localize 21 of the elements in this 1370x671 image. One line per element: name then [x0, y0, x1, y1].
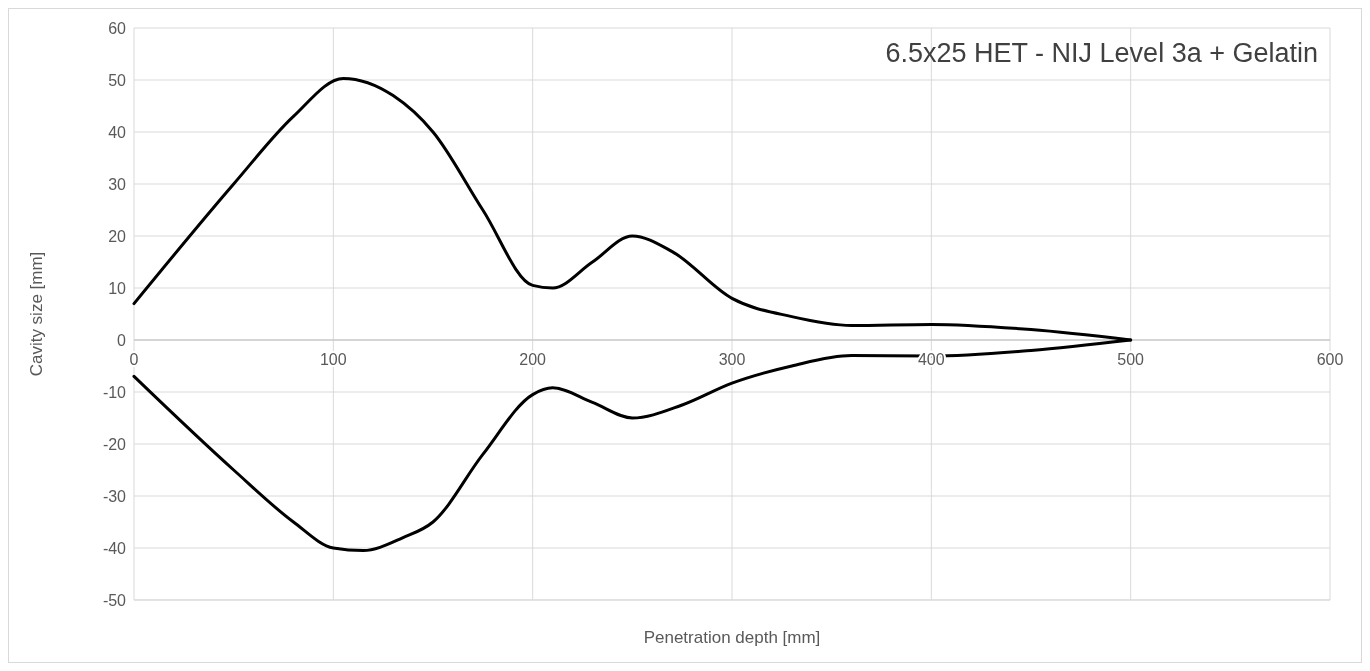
y-tick-label: -50 [102, 591, 127, 609]
y-tick-label: 10 [108, 279, 127, 297]
x-tick-label: 500 [1117, 351, 1145, 369]
x-tick-label: 200 [519, 351, 547, 369]
x-tick-label: 600 [1316, 351, 1344, 369]
y-tick-label: -20 [102, 435, 127, 453]
x-tick-label: 0 [129, 351, 139, 369]
y-tick-label: 0 [117, 331, 127, 349]
y-axis-title: Cavity size [mm] [27, 251, 46, 377]
y-tick-label: 50 [108, 71, 127, 89]
chart-title: 6.5x25 HET - NIJ Level 3a + Gelatin [885, 38, 1318, 68]
y-tick-label: -10 [102, 383, 127, 401]
y-tick-label: 30 [108, 175, 127, 193]
y-tick-label: -30 [102, 487, 127, 505]
y-tick-label: 60 [108, 19, 127, 37]
y-tick-label: 20 [108, 227, 127, 245]
x-tick-label: 300 [718, 351, 746, 369]
y-tick-label: -40 [102, 539, 127, 557]
x-axis-title: Penetration depth [mm] [643, 628, 821, 647]
y-tick-label: 40 [108, 123, 127, 141]
x-tick-label: 100 [319, 351, 347, 369]
